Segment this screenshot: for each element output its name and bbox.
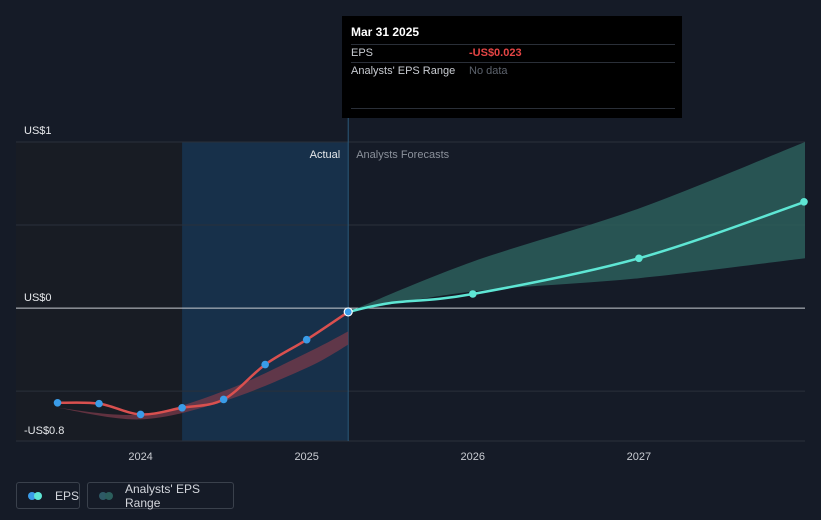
actual-range-band — [57, 331, 349, 420]
eps-forecast-point-3 — [800, 198, 808, 206]
range-legend-icon — [99, 491, 118, 500]
eps-forecast-line — [347, 200, 806, 314]
tooltip-row-range: Analysts' EPS Range No data — [351, 62, 675, 80]
eps-legend-icon — [28, 491, 48, 500]
region-label-forecast: Analysts Forecasts — [356, 149, 449, 161]
legend-eps-label: EPS — [54, 488, 79, 503]
tooltip-divider — [351, 108, 675, 109]
legend-eps-button[interactable]: EPS — [16, 482, 80, 509]
tooltip-eps-label: EPS — [351, 47, 374, 59]
x-tick-2025: 2025 — [294, 451, 318, 463]
eps-point-7 — [343, 307, 353, 317]
tooltip-eps-value: -US$0.023 — [469, 47, 522, 59]
eps-forecast-point-1 — [468, 290, 477, 298]
eps-forecast-point-2 — [635, 254, 643, 263]
y-label-bottom: -US$0.8 — [24, 425, 64, 437]
eps-point-6 — [302, 335, 311, 344]
eps-point-2 — [136, 410, 145, 419]
tooltip-date: Mar 31 2025 — [351, 25, 420, 39]
eps-point-3 — [178, 403, 186, 412]
tooltip-range-value: No data — [469, 65, 508, 77]
eps-point-0 — [53, 398, 62, 407]
forecast-range-band — [348, 142, 805, 312]
legend-range-button[interactable]: Analysts' EPS Range — [87, 481, 234, 510]
region-label-actual: Actual — [310, 149, 341, 161]
tooltip-row-eps: EPS -US$0.023 — [351, 44, 675, 62]
legend-range-label: Analysts' EPS Range — [125, 481, 200, 510]
eps-point-5 — [261, 360, 269, 369]
x-tick-2024: 2024 — [128, 451, 152, 463]
eps-tooltip: Mar 31 2025 EPS -US$0.023 Analysts' EPS … — [342, 16, 682, 118]
y-label-zero: US$0 — [24, 292, 52, 304]
y-label-top: US$1 — [24, 125, 52, 137]
eps-point-1 — [95, 399, 103, 408]
actual-highlight — [182, 142, 349, 441]
x-tick-2026: 2026 — [461, 451, 485, 463]
x-tick-2027: 2027 — [627, 451, 651, 463]
tooltip-range-label: Analysts' EPS Range — [351, 65, 456, 77]
eps-point-4 — [219, 395, 228, 404]
